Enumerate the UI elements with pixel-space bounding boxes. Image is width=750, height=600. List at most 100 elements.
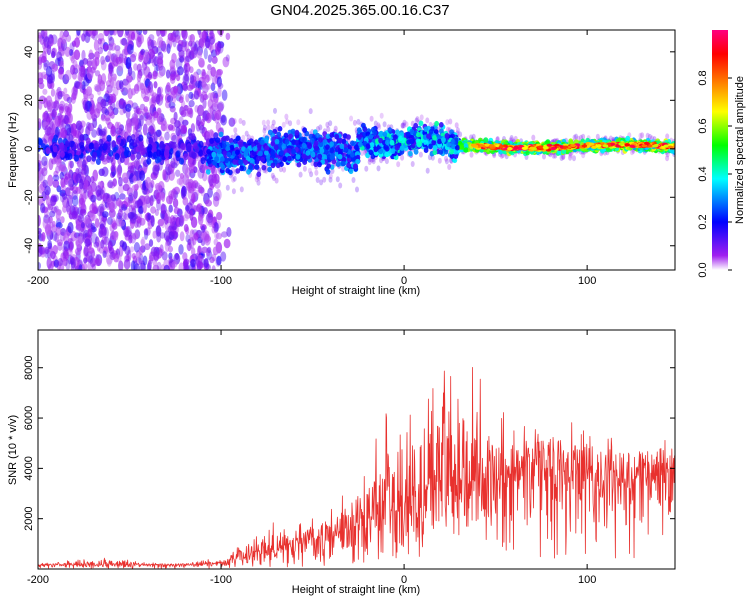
spectrogram-cell <box>116 65 124 77</box>
spectrogram-cell <box>177 66 184 76</box>
spectrogram-cell <box>202 110 210 121</box>
spectrogram-cell <box>66 205 72 215</box>
spectrogram-cell <box>568 154 573 161</box>
spectrogram-cell <box>142 255 148 266</box>
spectrogram-cell <box>665 151 670 158</box>
spectrogram-cell <box>49 250 56 260</box>
spectrogram-cell <box>335 176 340 183</box>
spectrogram-cell <box>400 122 405 129</box>
spectrogram-cell <box>509 135 514 141</box>
spectrogram-cell <box>82 262 88 270</box>
spectrogram-cell <box>182 125 188 134</box>
spectrogram-cell <box>132 118 138 130</box>
spectrogram-cell <box>241 119 246 126</box>
spectrogram-cell <box>196 68 202 75</box>
spectrogram-cell <box>216 255 222 266</box>
spectrogram-cell <box>186 145 192 153</box>
spectrogram-cell <box>41 231 46 242</box>
spectrogram-cell <box>198 213 204 226</box>
spectrogram-cell <box>162 169 167 181</box>
spectrogram-cell <box>180 142 186 150</box>
spectrogram-cell <box>64 46 71 58</box>
spectrogram-cell <box>365 152 370 159</box>
spectrogram-cell <box>531 134 536 141</box>
spectrogram-cell <box>40 71 48 80</box>
spectrogram-cell <box>171 141 177 149</box>
spectrogram-cell <box>127 165 135 173</box>
spectrogram-cell <box>45 65 53 78</box>
spectrogram-cell <box>159 232 166 239</box>
spectrogram-cell <box>106 216 113 225</box>
figure-title: GN04.2025.365.00.16.C37 <box>270 2 449 19</box>
spectrogram-cell <box>296 119 301 126</box>
spectrogram-cell <box>266 119 271 126</box>
spectrogram-cell <box>347 144 352 151</box>
spectrogram-cell <box>298 171 303 178</box>
spectrogram-cell <box>124 30 130 36</box>
spectrogram-cell <box>246 169 251 175</box>
spectrogram-cell <box>80 167 87 176</box>
spectrogram-cell <box>341 138 347 145</box>
spectrogram-cell <box>45 147 51 155</box>
spectrogram-cell <box>104 111 111 122</box>
spectrogram-cell <box>163 264 170 270</box>
spectrogram-cell <box>179 56 185 63</box>
spectrogram-cell <box>97 46 104 55</box>
spectrogram-cell <box>100 55 106 65</box>
spectrogram-cell <box>73 206 80 216</box>
spectrogram-cell <box>131 253 136 260</box>
spectrogram-cell <box>57 68 64 75</box>
spectrogram-cell <box>73 64 80 74</box>
spectrogram-cell <box>377 131 383 137</box>
spectrogram-cell <box>192 180 199 189</box>
spectrogram-cell <box>69 160 74 169</box>
spectrogram-cell <box>127 87 133 100</box>
spectrogram-cell <box>105 55 111 63</box>
spectrogram-cell <box>45 195 51 206</box>
spectrogram-cell <box>130 260 136 270</box>
spectrogram-cell <box>204 83 212 90</box>
spectrogram-cell <box>127 122 133 134</box>
spectrogram-cell <box>74 80 80 89</box>
spectrogram-cell <box>142 201 147 214</box>
spectrogram-cell <box>217 82 224 89</box>
spectrogram-cell <box>270 172 275 179</box>
spectrogram-cell <box>376 165 381 172</box>
spectrogram-cell <box>396 161 401 168</box>
spectrogram-cell <box>231 176 236 183</box>
spectrogram-cell <box>129 232 137 244</box>
spectrogram-cell <box>108 208 116 218</box>
spectrogram-cell <box>155 64 160 72</box>
spectrogram-cell <box>189 209 194 222</box>
spectrogram-cell <box>214 222 220 232</box>
spectrogram-cell <box>314 169 319 176</box>
spectrogram-cell <box>156 199 161 211</box>
spectrogram-cell <box>161 192 166 202</box>
spectrogram-cell <box>458 131 463 138</box>
spectrogram-cell <box>65 69 72 81</box>
spectrogram-cell <box>215 46 220 56</box>
spectrogram-cell <box>88 49 94 60</box>
spectrogram-cell <box>126 118 133 127</box>
spectrogram-cell <box>62 73 70 85</box>
spectrogram-cell <box>437 157 442 164</box>
spectrogram-cell <box>542 153 546 160</box>
spectrogram-cell <box>315 177 320 183</box>
spectrogram-cell <box>76 30 81 37</box>
spectrogram-cell <box>121 37 128 46</box>
spectrogram-cell <box>134 183 139 191</box>
spectrogram-cell <box>404 121 409 128</box>
spectrogram-cell <box>164 240 170 253</box>
spectrogram-cell <box>139 144 145 151</box>
spectrogram-cell <box>156 45 162 56</box>
spectrogram-cell <box>349 115 354 122</box>
spectrogram-cell <box>94 258 101 267</box>
spectrogram-cell <box>233 127 238 134</box>
spectrogram-cell <box>46 257 52 269</box>
spectrogram-cell <box>156 149 162 157</box>
spectrogram-cell <box>57 239 63 247</box>
spectrogram-cell <box>415 116 420 123</box>
spectrogram-cell <box>220 231 228 238</box>
spectrogram-cell <box>153 81 158 89</box>
spectrogram-cell <box>131 102 138 110</box>
